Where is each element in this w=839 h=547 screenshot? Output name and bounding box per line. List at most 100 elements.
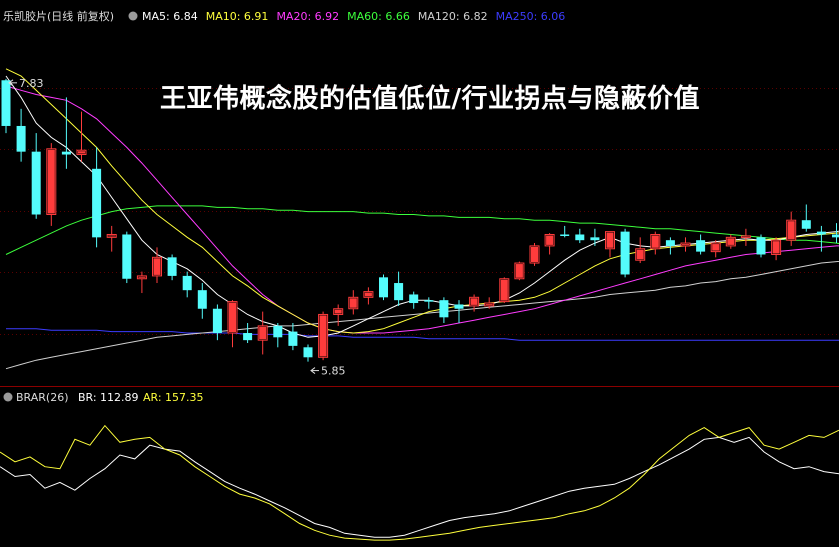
ma20-line (5, 85, 839, 334)
candle (227, 300, 238, 348)
candle (409, 291, 419, 309)
ma-label: MA250: 6.06 (496, 10, 566, 23)
candle-body-fill (349, 298, 357, 308)
candle-body-fill (531, 246, 538, 263)
candles (1, 78, 839, 362)
candle-body-fill (772, 241, 780, 254)
ma-label: MA5: 6.84 (142, 10, 198, 23)
candle (122, 231, 132, 284)
candle (1, 78, 11, 134)
candle (499, 277, 510, 304)
ma10-line (5, 68, 839, 334)
candle (832, 223, 839, 244)
candle (197, 283, 207, 319)
candle-body-down (832, 234, 839, 238)
candle-body-down (394, 283, 404, 301)
candle (167, 254, 177, 281)
candle-body-down (409, 294, 419, 304)
candle-body-fill (500, 279, 508, 301)
candle (16, 108, 26, 162)
candle-body-fill (229, 302, 236, 333)
candle-body-down (590, 237, 600, 241)
candle (76, 111, 87, 162)
candle-body-down (167, 257, 177, 276)
candle (696, 234, 706, 255)
candle-body-down (197, 290, 207, 309)
ma5-line (5, 75, 839, 338)
candle-body-fill (485, 304, 493, 305)
candle-body-down (182, 275, 192, 291)
price-annotations: 7.83 5.85 (8, 77, 346, 378)
settings-icon[interactable] (128, 11, 138, 21)
candle (424, 297, 434, 309)
candle (484, 297, 495, 309)
ma-label: MA60: 6.66 (347, 10, 410, 23)
candle (560, 225, 570, 238)
candle (514, 261, 525, 281)
candle (92, 147, 102, 248)
candle-body-fill (78, 151, 85, 154)
candle-body-down (620, 231, 630, 275)
candle (710, 240, 721, 258)
candle (469, 294, 480, 312)
candle-body-fill (153, 258, 161, 275)
candle (257, 311, 268, 355)
ar-line (0, 424, 839, 541)
candle-body-fill (636, 249, 644, 260)
candle-body-fill (319, 315, 327, 357)
candle-body-down (243, 333, 253, 341)
overlay-title: 王亚伟概念股的估值低位/行业拐点与隐蔽价值 (160, 84, 700, 114)
candle-body-down (92, 168, 102, 238)
candle (454, 300, 464, 324)
candle (740, 228, 751, 246)
candle (288, 323, 298, 351)
candle (605, 231, 615, 258)
candle-body-down (439, 300, 449, 318)
candle-body-down (31, 151, 41, 215)
price-grid (0, 88, 839, 335)
candle (816, 225, 826, 252)
br-line (0, 436, 839, 538)
candle-body-down (288, 331, 298, 346)
candle-body-fill (108, 235, 116, 237)
candle (303, 344, 313, 362)
indicator-settings-icon[interactable] (3, 392, 13, 402)
candle (243, 323, 253, 344)
candle (46, 143, 57, 226)
candle (273, 323, 283, 348)
ma120-line (5, 260, 839, 370)
candle (136, 271, 147, 294)
candle (635, 237, 646, 264)
candle-body-down (801, 220, 811, 229)
indicator-name: BRAR(26) (16, 391, 69, 404)
candle (756, 234, 766, 258)
candle (665, 237, 675, 255)
candle-body-down (1, 80, 11, 126)
candle-body-fill (742, 236, 750, 238)
candle (182, 271, 192, 298)
candle (61, 97, 71, 169)
price-annotation: 5.85 (321, 365, 346, 378)
candle-body-fill (364, 292, 372, 297)
candle (786, 211, 797, 246)
ma60-line (5, 205, 839, 255)
candle (394, 271, 404, 306)
ma250-line (6, 328, 839, 341)
candle (620, 228, 630, 278)
candle (725, 234, 736, 249)
candle-body-down (454, 304, 464, 309)
candle-body-fill (334, 309, 342, 314)
candle-body-fill (546, 235, 554, 245)
candle (31, 133, 41, 219)
candle-body-down (560, 234, 570, 236)
candle (529, 243, 540, 266)
candle (575, 228, 585, 244)
candle (439, 297, 449, 324)
candle-body-down (696, 240, 706, 252)
candle-body-fill (259, 326, 267, 340)
candle-body-down (303, 347, 313, 358)
brar-lines (0, 424, 839, 541)
candle-body-down (424, 300, 434, 302)
candle (106, 225, 117, 252)
ma-label: MA10: 6.91 (206, 10, 269, 23)
